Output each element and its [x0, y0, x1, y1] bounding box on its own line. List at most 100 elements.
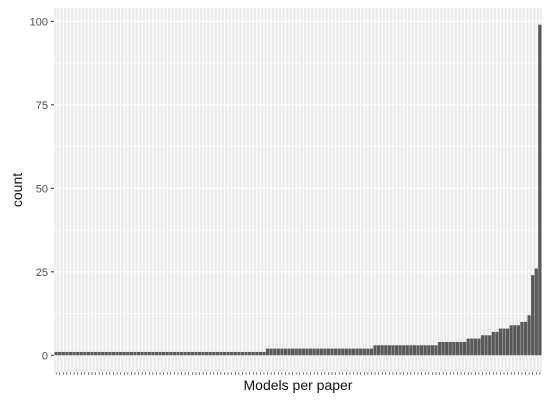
bar [398, 345, 402, 356]
bar [119, 351, 123, 356]
bar [101, 351, 105, 356]
bar [147, 351, 151, 356]
bar [452, 341, 456, 356]
bar [484, 335, 488, 356]
bar [513, 325, 517, 356]
bar [222, 351, 227, 356]
bar [226, 351, 230, 356]
bar [445, 341, 449, 356]
bar [348, 348, 352, 356]
bar [90, 351, 94, 356]
bar [495, 331, 499, 356]
bar [498, 328, 503, 356]
bar [459, 341, 463, 356]
bar [158, 351, 162, 356]
bar [61, 351, 65, 356]
axes: 0 25 50 75 100 [30, 16, 541, 375]
bar [441, 341, 445, 356]
bar [488, 335, 492, 356]
y-tick-label: 0 [42, 350, 48, 362]
bar [380, 345, 384, 356]
bar [491, 331, 495, 356]
bar [405, 345, 409, 356]
bar [169, 351, 173, 356]
bar [165, 351, 169, 356]
bar [437, 341, 442, 356]
bar [470, 338, 474, 356]
bar [136, 351, 141, 356]
bar [520, 321, 524, 356]
bar [201, 351, 205, 356]
bar [215, 351, 219, 356]
bar [387, 345, 391, 356]
bar [369, 348, 374, 356]
bar [505, 328, 510, 356]
bar [394, 345, 399, 356]
bar [72, 351, 76, 356]
y-tick-label: 75 [36, 100, 48, 112]
bar [251, 351, 255, 356]
bar [187, 351, 191, 356]
bar [162, 351, 166, 356]
bar [344, 348, 348, 356]
bar [68, 351, 73, 356]
bar [523, 321, 528, 356]
bar [430, 345, 434, 356]
bar [509, 325, 513, 356]
bar [197, 351, 202, 356]
bar [298, 348, 302, 356]
plot-panel [54, 8, 542, 372]
bar [373, 345, 377, 356]
bar [172, 351, 176, 356]
bar [337, 348, 341, 356]
bar [316, 348, 320, 356]
bar [391, 345, 395, 356]
bar [58, 351, 62, 356]
bar [179, 351, 184, 356]
bar [531, 275, 535, 356]
bar [384, 345, 388, 356]
bar [527, 315, 531, 356]
bar [423, 345, 427, 356]
bar [480, 335, 485, 356]
bar [108, 351, 112, 356]
bar [212, 351, 216, 356]
bar [323, 348, 327, 356]
bar [194, 351, 198, 356]
bar [301, 348, 305, 356]
bar [97, 351, 101, 356]
bar [79, 351, 83, 356]
bar [312, 348, 316, 356]
bar [462, 341, 467, 356]
bar [258, 351, 262, 356]
bar [455, 341, 460, 356]
bar [366, 348, 370, 356]
y-tick-label: 100 [30, 16, 48, 28]
bar [255, 351, 259, 356]
bar [355, 348, 359, 356]
bar [276, 348, 280, 356]
bar [534, 268, 538, 356]
bar [305, 348, 309, 356]
bar [248, 351, 252, 356]
bar [330, 348, 334, 356]
bar [240, 351, 245, 356]
y-tick-label: 50 [36, 183, 48, 195]
bar [86, 351, 91, 356]
bar [291, 348, 295, 356]
bar [237, 351, 241, 356]
y-tick-label: 25 [36, 267, 48, 279]
bar [129, 351, 134, 356]
bar [477, 338, 481, 356]
bar [359, 348, 363, 356]
bar [502, 328, 506, 356]
bar [140, 351, 144, 356]
bar [448, 341, 452, 356]
bar [416, 345, 420, 356]
bar [54, 351, 58, 356]
bar [538, 24, 542, 356]
bar [154, 351, 159, 356]
bar [427, 345, 431, 356]
